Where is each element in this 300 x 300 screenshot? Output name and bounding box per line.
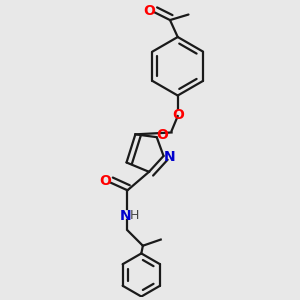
Text: O: O	[172, 108, 184, 122]
Text: O: O	[156, 128, 168, 142]
Text: O: O	[143, 4, 155, 18]
Text: N: N	[163, 150, 175, 164]
Text: O: O	[99, 174, 111, 188]
Text: N: N	[120, 209, 132, 223]
Text: H: H	[130, 209, 139, 222]
